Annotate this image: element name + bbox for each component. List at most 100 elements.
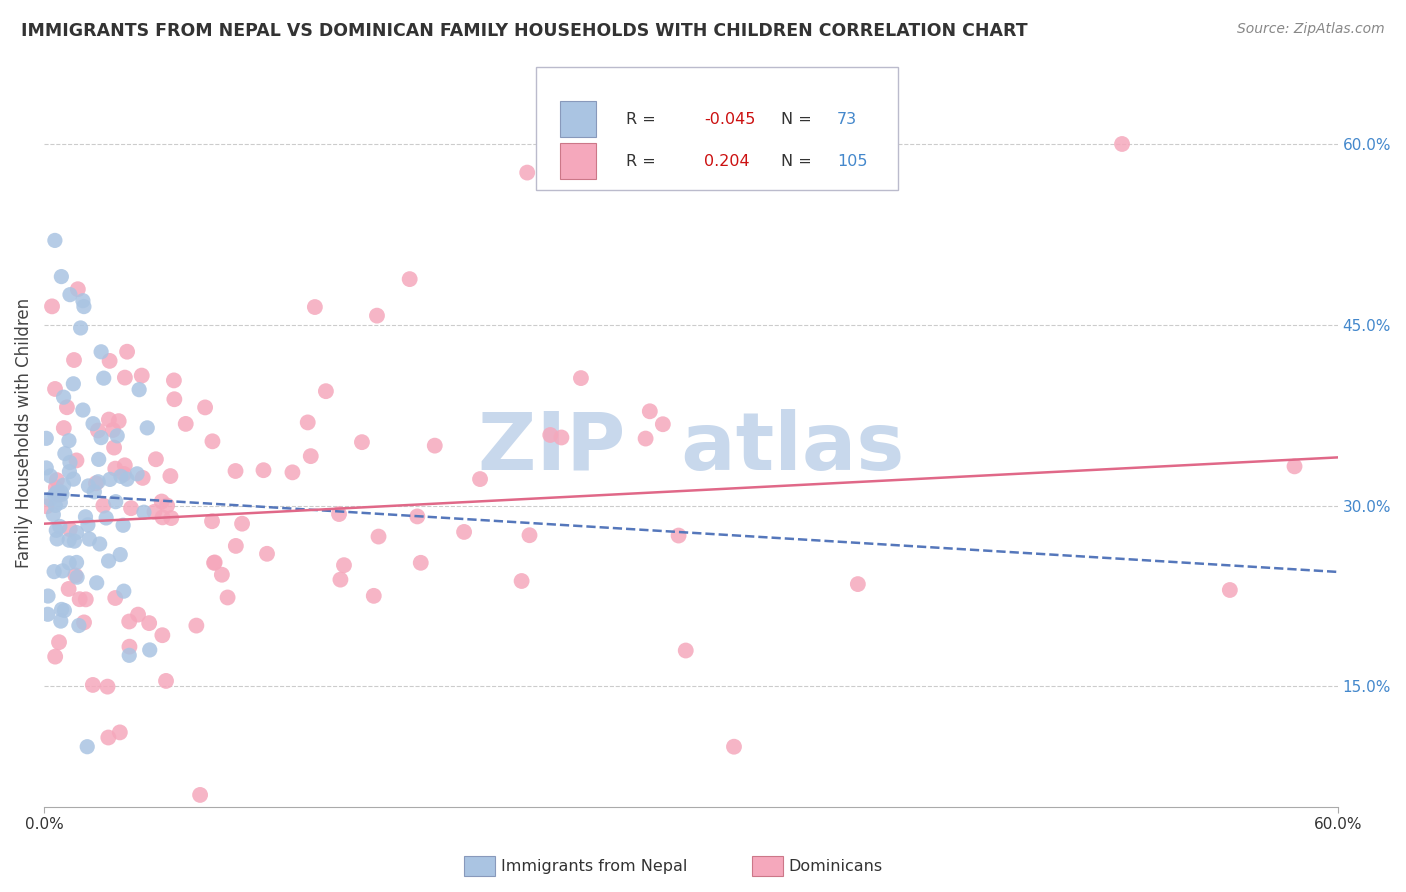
Point xyxy=(118,648,141,663)
Point xyxy=(75,509,97,524)
Point xyxy=(52,421,75,435)
Point xyxy=(128,383,150,397)
Point xyxy=(39,492,62,507)
Point xyxy=(114,370,136,384)
Point xyxy=(46,488,69,502)
Text: Source: ZipAtlas.com: Source: ZipAtlas.com xyxy=(1237,22,1385,37)
Point xyxy=(45,485,67,500)
Text: R =: R = xyxy=(626,112,657,127)
Point xyxy=(58,582,80,596)
Point xyxy=(366,309,388,323)
Point xyxy=(315,384,337,399)
Point xyxy=(65,556,87,570)
Point xyxy=(59,522,82,536)
Point xyxy=(65,568,87,582)
Point xyxy=(89,537,111,551)
Point xyxy=(53,447,76,461)
Point xyxy=(304,300,326,314)
Point xyxy=(41,299,63,313)
Point xyxy=(668,528,690,542)
Point xyxy=(51,487,73,501)
Point xyxy=(638,404,661,418)
Point xyxy=(51,269,73,284)
Point xyxy=(90,431,112,445)
Point xyxy=(79,532,101,546)
Point xyxy=(569,371,592,385)
Point xyxy=(93,499,115,513)
Point xyxy=(160,511,183,525)
Point xyxy=(63,534,86,549)
Point xyxy=(186,618,208,632)
Point xyxy=(350,435,373,450)
Point xyxy=(516,165,538,179)
Point xyxy=(550,430,572,444)
Point xyxy=(44,649,66,664)
Point xyxy=(120,501,142,516)
Point xyxy=(67,618,90,632)
Text: 105: 105 xyxy=(837,153,868,169)
Point xyxy=(110,469,132,483)
Point xyxy=(138,643,160,657)
Point xyxy=(159,469,181,483)
Point xyxy=(73,615,96,630)
Point xyxy=(132,505,155,519)
Point xyxy=(42,565,65,579)
Point xyxy=(93,371,115,385)
Point xyxy=(63,353,86,368)
Point xyxy=(77,517,100,532)
Point xyxy=(1284,459,1306,474)
Point xyxy=(101,423,124,437)
Point xyxy=(58,533,80,548)
Point xyxy=(82,417,104,431)
Point xyxy=(52,390,75,404)
Point xyxy=(510,574,533,588)
Point xyxy=(231,516,253,531)
Point xyxy=(118,615,141,629)
Point xyxy=(104,461,127,475)
Point xyxy=(44,382,66,396)
Point xyxy=(42,508,65,522)
Point xyxy=(299,449,322,463)
Bar xyxy=(560,144,596,179)
Point xyxy=(37,589,59,603)
Point xyxy=(59,455,82,469)
Point xyxy=(39,469,62,483)
Point xyxy=(156,499,179,513)
Point xyxy=(423,439,446,453)
Point xyxy=(538,428,561,442)
Point xyxy=(97,412,120,426)
Point xyxy=(136,421,159,435)
Point xyxy=(58,465,80,479)
Point xyxy=(188,788,211,802)
Point xyxy=(46,484,69,499)
Point xyxy=(96,680,118,694)
Point xyxy=(201,434,224,449)
Point xyxy=(152,510,174,524)
Text: N =: N = xyxy=(782,153,813,169)
Text: -0.045: -0.045 xyxy=(704,112,755,127)
Point xyxy=(114,458,136,473)
Point xyxy=(453,524,475,539)
Point xyxy=(58,556,80,570)
Point xyxy=(97,731,120,745)
Point xyxy=(194,401,217,415)
Point xyxy=(104,494,127,508)
Point xyxy=(132,471,155,485)
Point xyxy=(297,416,319,430)
Point xyxy=(77,479,100,493)
Point xyxy=(45,473,67,487)
Point xyxy=(59,287,82,301)
Point xyxy=(115,472,138,486)
Point xyxy=(97,554,120,568)
Point xyxy=(44,234,66,248)
Point xyxy=(112,467,135,481)
Point xyxy=(69,321,91,335)
Point xyxy=(112,518,135,533)
Point xyxy=(143,505,166,519)
Text: R =: R = xyxy=(626,153,657,169)
FancyBboxPatch shape xyxy=(536,67,898,190)
Point xyxy=(72,293,94,308)
Point xyxy=(363,589,385,603)
Point xyxy=(62,376,84,391)
Point xyxy=(51,602,73,616)
